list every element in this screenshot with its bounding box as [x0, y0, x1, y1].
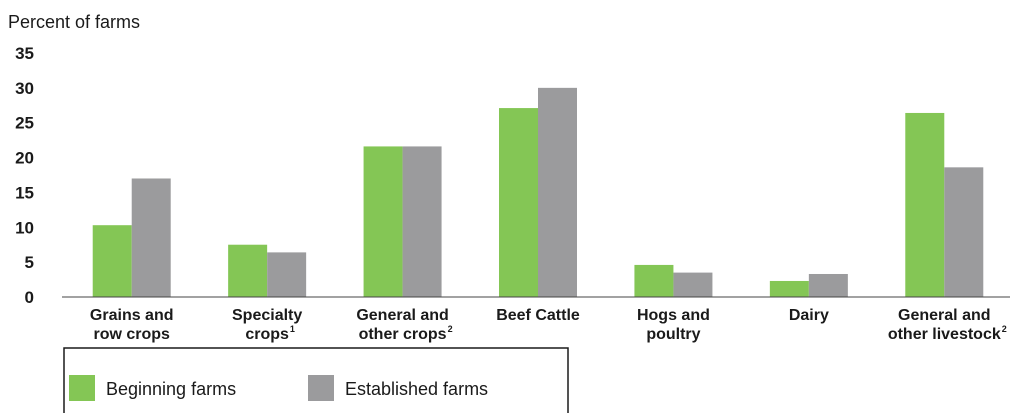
bar-beginning-5: [769, 280, 809, 297]
category-labels: Grains and row crops Specialty crops 1 Genera…: [90, 307, 1007, 343]
footnote-marker: 1: [290, 324, 295, 334]
legend-swatch-established: [308, 375, 334, 401]
bar-beginning-0: [92, 225, 132, 297]
category-label: other livestock: [888, 326, 1001, 343]
y-tick-label: 25: [15, 114, 34, 133]
y-tick-label: 30: [15, 79, 34, 98]
category-label: Specialty: [232, 307, 302, 324]
category-label: General and: [898, 307, 990, 324]
category-label: Hogs and: [637, 307, 710, 324]
footnote-marker: 2: [448, 324, 453, 334]
y-tick-label: 5: [25, 253, 34, 272]
bar-established-1: [267, 252, 307, 297]
bar-beginning-3: [499, 108, 538, 298]
category-label: row crops: [93, 326, 170, 343]
category-label: Dairy: [789, 307, 829, 324]
footnote-marker: 2: [1002, 324, 1007, 334]
category-label: poultry: [646, 326, 700, 343]
bar-established-5: [808, 273, 848, 297]
bars: [92, 87, 984, 298]
y-tick-label: 15: [15, 183, 34, 202]
bar-beginning-4: [634, 264, 674, 297]
category-label: General and: [356, 307, 448, 324]
category-label: Beef Cattle: [496, 307, 580, 324]
y-tick-label: 0: [25, 288, 34, 307]
bar-beginning-1: [228, 244, 268, 297]
y-tick-label: 35: [15, 44, 34, 63]
legend-label-beginning: Beginning farms: [106, 379, 236, 399]
y-ticks: 0 5 10 15 20 25 30 35: [15, 44, 34, 307]
y-axis-label: Percent of farms: [8, 12, 140, 32]
bar-established-6: [944, 167, 984, 297]
legend-swatch-beginning: [69, 375, 95, 401]
category-label: crops: [245, 326, 289, 343]
category-label: Grains and: [90, 307, 174, 324]
bar-beginning-6: [905, 112, 945, 297]
y-tick-label: 20: [15, 149, 34, 168]
bar-established-0: [131, 178, 171, 297]
legend-label-established: Established farms: [345, 379, 488, 399]
category-label: other crops: [359, 326, 447, 343]
bar-established-4: [673, 272, 713, 297]
bar-established-2: [402, 146, 442, 297]
bar-established-3: [538, 87, 577, 297]
legend: Beginning farms Established farms: [63, 347, 569, 413]
y-tick-label: 10: [15, 218, 34, 237]
bar-beginning-2: [363, 146, 403, 297]
